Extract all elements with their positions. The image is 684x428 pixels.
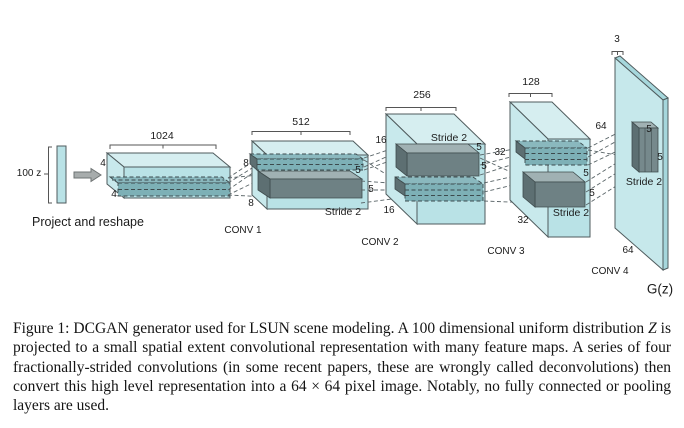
label-conv4: CONV 4 [591, 266, 629, 277]
label-conv1-kernel-bottom: 5 [368, 184, 374, 195]
conv3-upper-filter-slab [514, 140, 589, 166]
conv4-filter-slab [630, 121, 660, 173]
label-channels-256: 256 [413, 88, 431, 101]
label-input-dim-top: 4 [100, 158, 106, 169]
label-conv2: CONV 2 [361, 237, 399, 248]
caption-math-z: Z [648, 320, 657, 337]
conv1-lower-filter-slab [256, 170, 364, 199]
label-conv4-size-bottom: 64 [622, 245, 634, 256]
label-conv3-size-bottom: 32 [517, 215, 529, 226]
label-conv3-kernel-top: 5 [583, 168, 589, 179]
label-conv1-size-bottom: 8 [248, 198, 254, 209]
label-conv2-kernel-top: 5 [476, 142, 482, 153]
label-conv1-kernel-top: 5 [355, 165, 361, 176]
conv2-upper-filter-slab [394, 143, 481, 177]
label-conv3-size-top: 32 [494, 147, 506, 158]
reshape-filter-slab [108, 176, 232, 197]
label-channels-512: 512 [292, 115, 310, 128]
label-conv1-stride: Stride 2 [324, 205, 362, 218]
conv1-upper-filter-slab [248, 153, 365, 171]
label-conv1: CONV 1 [224, 225, 262, 236]
label-conv2-size-bottom: 16 [383, 205, 395, 216]
conv3-upper-filter-end [515, 140, 526, 160]
caption-text-1: Figure 1: DCGAN generator used for LSUN … [13, 320, 649, 337]
label-conv2-kernel-bottom: 5 [481, 161, 487, 172]
label-conv4-kernel-top: 5 [646, 124, 652, 135]
caption-text-2: is projected to a small spatial extent c… [13, 320, 672, 415]
depth-bracket-3 [611, 51, 624, 55]
label-project-reshape: Project and reshape [32, 214, 144, 229]
conv2-lower-filter-end [394, 176, 406, 197]
label-z-vector: 100 z [16, 168, 42, 179]
width-bracket-1024 [109, 144, 217, 149]
label-output-gz: G(z) [646, 281, 674, 297]
label-conv4-stride: Stride 2 [625, 175, 663, 188]
label-channels-1024: 1024 [150, 129, 174, 142]
label-conv3-stride: Stride 2 [552, 206, 590, 219]
conv2-lower-filter-slab [393, 176, 485, 202]
conv3-lower-filter-slab [521, 171, 587, 208]
width-bracket-256 [385, 107, 457, 111]
label-channels-128: 128 [522, 75, 540, 88]
project-arrow-icon [73, 167, 102, 183]
label-conv2-stride: Stride 2 [430, 131, 468, 144]
label-conv3-kernel-bottom: 5 [589, 188, 595, 199]
label-conv1-size-top: 8 [243, 158, 249, 169]
width-bracket-512 [251, 131, 351, 135]
figure-caption: Figure 1: DCGAN generator used for LSUN … [13, 319, 671, 415]
label-channels-3: 3 [614, 34, 620, 45]
conv1-upper-filter-end [249, 153, 258, 171]
label-conv4-size-top: 64 [595, 121, 607, 132]
label-conv2-size-top: 16 [375, 135, 387, 146]
label-conv3: CONV 3 [487, 246, 525, 257]
width-bracket-128 [508, 93, 553, 97]
z-dimension-bracket [44, 146, 52, 204]
z-vector [56, 145, 67, 204]
label-input-dim-bottom: 4 [111, 189, 117, 200]
label-conv4-kernel-bottom: 5 [657, 152, 663, 163]
